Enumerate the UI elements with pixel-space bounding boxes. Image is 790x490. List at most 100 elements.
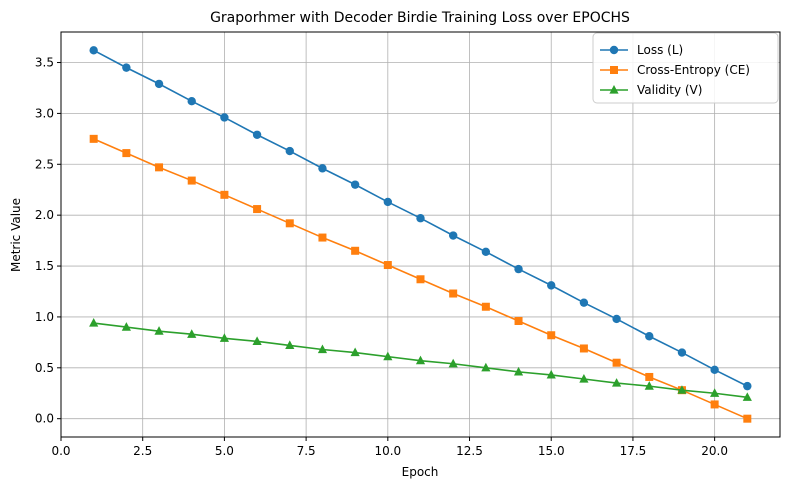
data-point	[122, 63, 131, 72]
x-axis-ticks: 0.0 2.5 5.0 7.5 10.0 12.5 15.0 17.5 20.0	[51, 437, 728, 458]
data-point	[611, 378, 622, 387]
legend-marker	[609, 85, 619, 94]
data-point	[318, 233, 327, 242]
data-point	[612, 314, 621, 324]
data-point	[481, 302, 490, 311]
data-point	[121, 322, 131, 331]
data-point	[710, 388, 720, 397]
y-tick-label: 3.0	[35, 106, 54, 120]
data-point	[285, 219, 294, 228]
plot-frame	[60, 31, 781, 438]
data-point	[547, 281, 556, 290]
legend-entry: Cross-Entropy (CE)	[600, 63, 750, 77]
data-point	[448, 358, 458, 368]
data-point	[579, 344, 588, 353]
x-tick-label: 12.5	[456, 444, 483, 458]
legend-marker	[610, 66, 618, 74]
data-point	[285, 146, 294, 156]
data-point	[743, 414, 752, 423]
legend: Loss (L) Cross-Entropy (CE) Validity (V)	[592, 32, 779, 104]
data-point	[350, 347, 360, 357]
data-point	[416, 275, 425, 284]
data-point	[677, 348, 687, 357]
data-point	[187, 96, 196, 106]
y-tick-label: 1.5	[35, 259, 54, 273]
data-point	[742, 392, 752, 401]
data-point	[383, 197, 393, 207]
x-tick-label: 5.0	[215, 444, 234, 458]
data-point	[645, 332, 654, 341]
y-axis-ticks: 0.0 0.5 1.0 1.5 2.0 2.5 3.0 3.5	[35, 56, 61, 426]
data-point	[155, 163, 164, 172]
data-point	[253, 205, 262, 214]
data-point	[187, 176, 196, 185]
data-point	[710, 365, 719, 375]
chart-title: Graporhmer with Decoder Birdie Training …	[210, 10, 630, 26]
data-point	[481, 247, 491, 256]
data-point	[252, 336, 262, 345]
x-tick-label: 10.0	[374, 444, 401, 458]
y-tick-label: 0.0	[35, 412, 54, 426]
data-point	[514, 316, 523, 325]
data-point	[416, 214, 425, 223]
data-point	[579, 298, 589, 307]
legend-label: Loss (L)	[637, 43, 683, 57]
x-tick-label: 20.0	[701, 444, 728, 458]
data-point	[122, 149, 131, 158]
data-point	[154, 326, 164, 335]
y-tick-label: 0.5	[35, 361, 54, 375]
series-0	[89, 46, 752, 391]
data-point	[448, 231, 458, 240]
legend-entry: Loss (L)	[600, 43, 683, 57]
legend-frame	[592, 32, 779, 104]
data-point	[743, 381, 752, 391]
data-point	[547, 331, 556, 340]
data-point	[317, 344, 328, 354]
series-layer	[89, 46, 752, 423]
data-point	[89, 134, 98, 143]
y-tick-label: 2.5	[35, 157, 54, 171]
data-point	[644, 381, 654, 390]
x-tick-label: 17.5	[620, 444, 647, 458]
data-point	[514, 264, 523, 274]
x-tick-label: 15.0	[538, 444, 565, 458]
series-2	[89, 318, 752, 401]
data-point	[89, 318, 99, 327]
x-tick-label: 7.5	[297, 444, 316, 458]
data-point	[350, 180, 360, 189]
x-tick-label: 2.5	[133, 444, 152, 458]
data-point	[252, 130, 262, 139]
legend-label: Validity (V)	[637, 83, 702, 97]
data-point	[220, 113, 229, 122]
x-tick-label: 0.0	[51, 444, 70, 458]
data-point	[383, 351, 393, 361]
data-point	[219, 333, 230, 342]
legend-marker	[609, 45, 619, 55]
legend-entry: Validity (V)	[600, 83, 702, 97]
data-point	[546, 369, 556, 379]
data-point	[481, 362, 491, 372]
y-tick-label: 2.0	[35, 208, 54, 222]
y-axis-label: Metric Value	[9, 198, 23, 272]
data-point	[645, 372, 654, 381]
data-point	[220, 190, 229, 199]
data-point	[383, 261, 392, 270]
data-point	[579, 373, 589, 383]
y-tick-label: 1.0	[35, 310, 54, 324]
series-1	[89, 134, 752, 423]
data-point	[449, 289, 458, 298]
legend-label: Cross-Entropy (CE)	[637, 63, 750, 77]
data-point	[187, 329, 197, 338]
data-point	[89, 46, 98, 55]
data-point	[513, 366, 524, 376]
x-axis-label: Epoch	[402, 465, 439, 479]
y-tick-label: 3.5	[35, 56, 54, 70]
data-point	[710, 400, 719, 409]
data-point	[285, 340, 295, 350]
data-point	[318, 164, 327, 173]
data-point	[612, 358, 621, 367]
data-point	[351, 246, 360, 255]
data-point	[154, 79, 164, 89]
data-point	[415, 355, 426, 365]
